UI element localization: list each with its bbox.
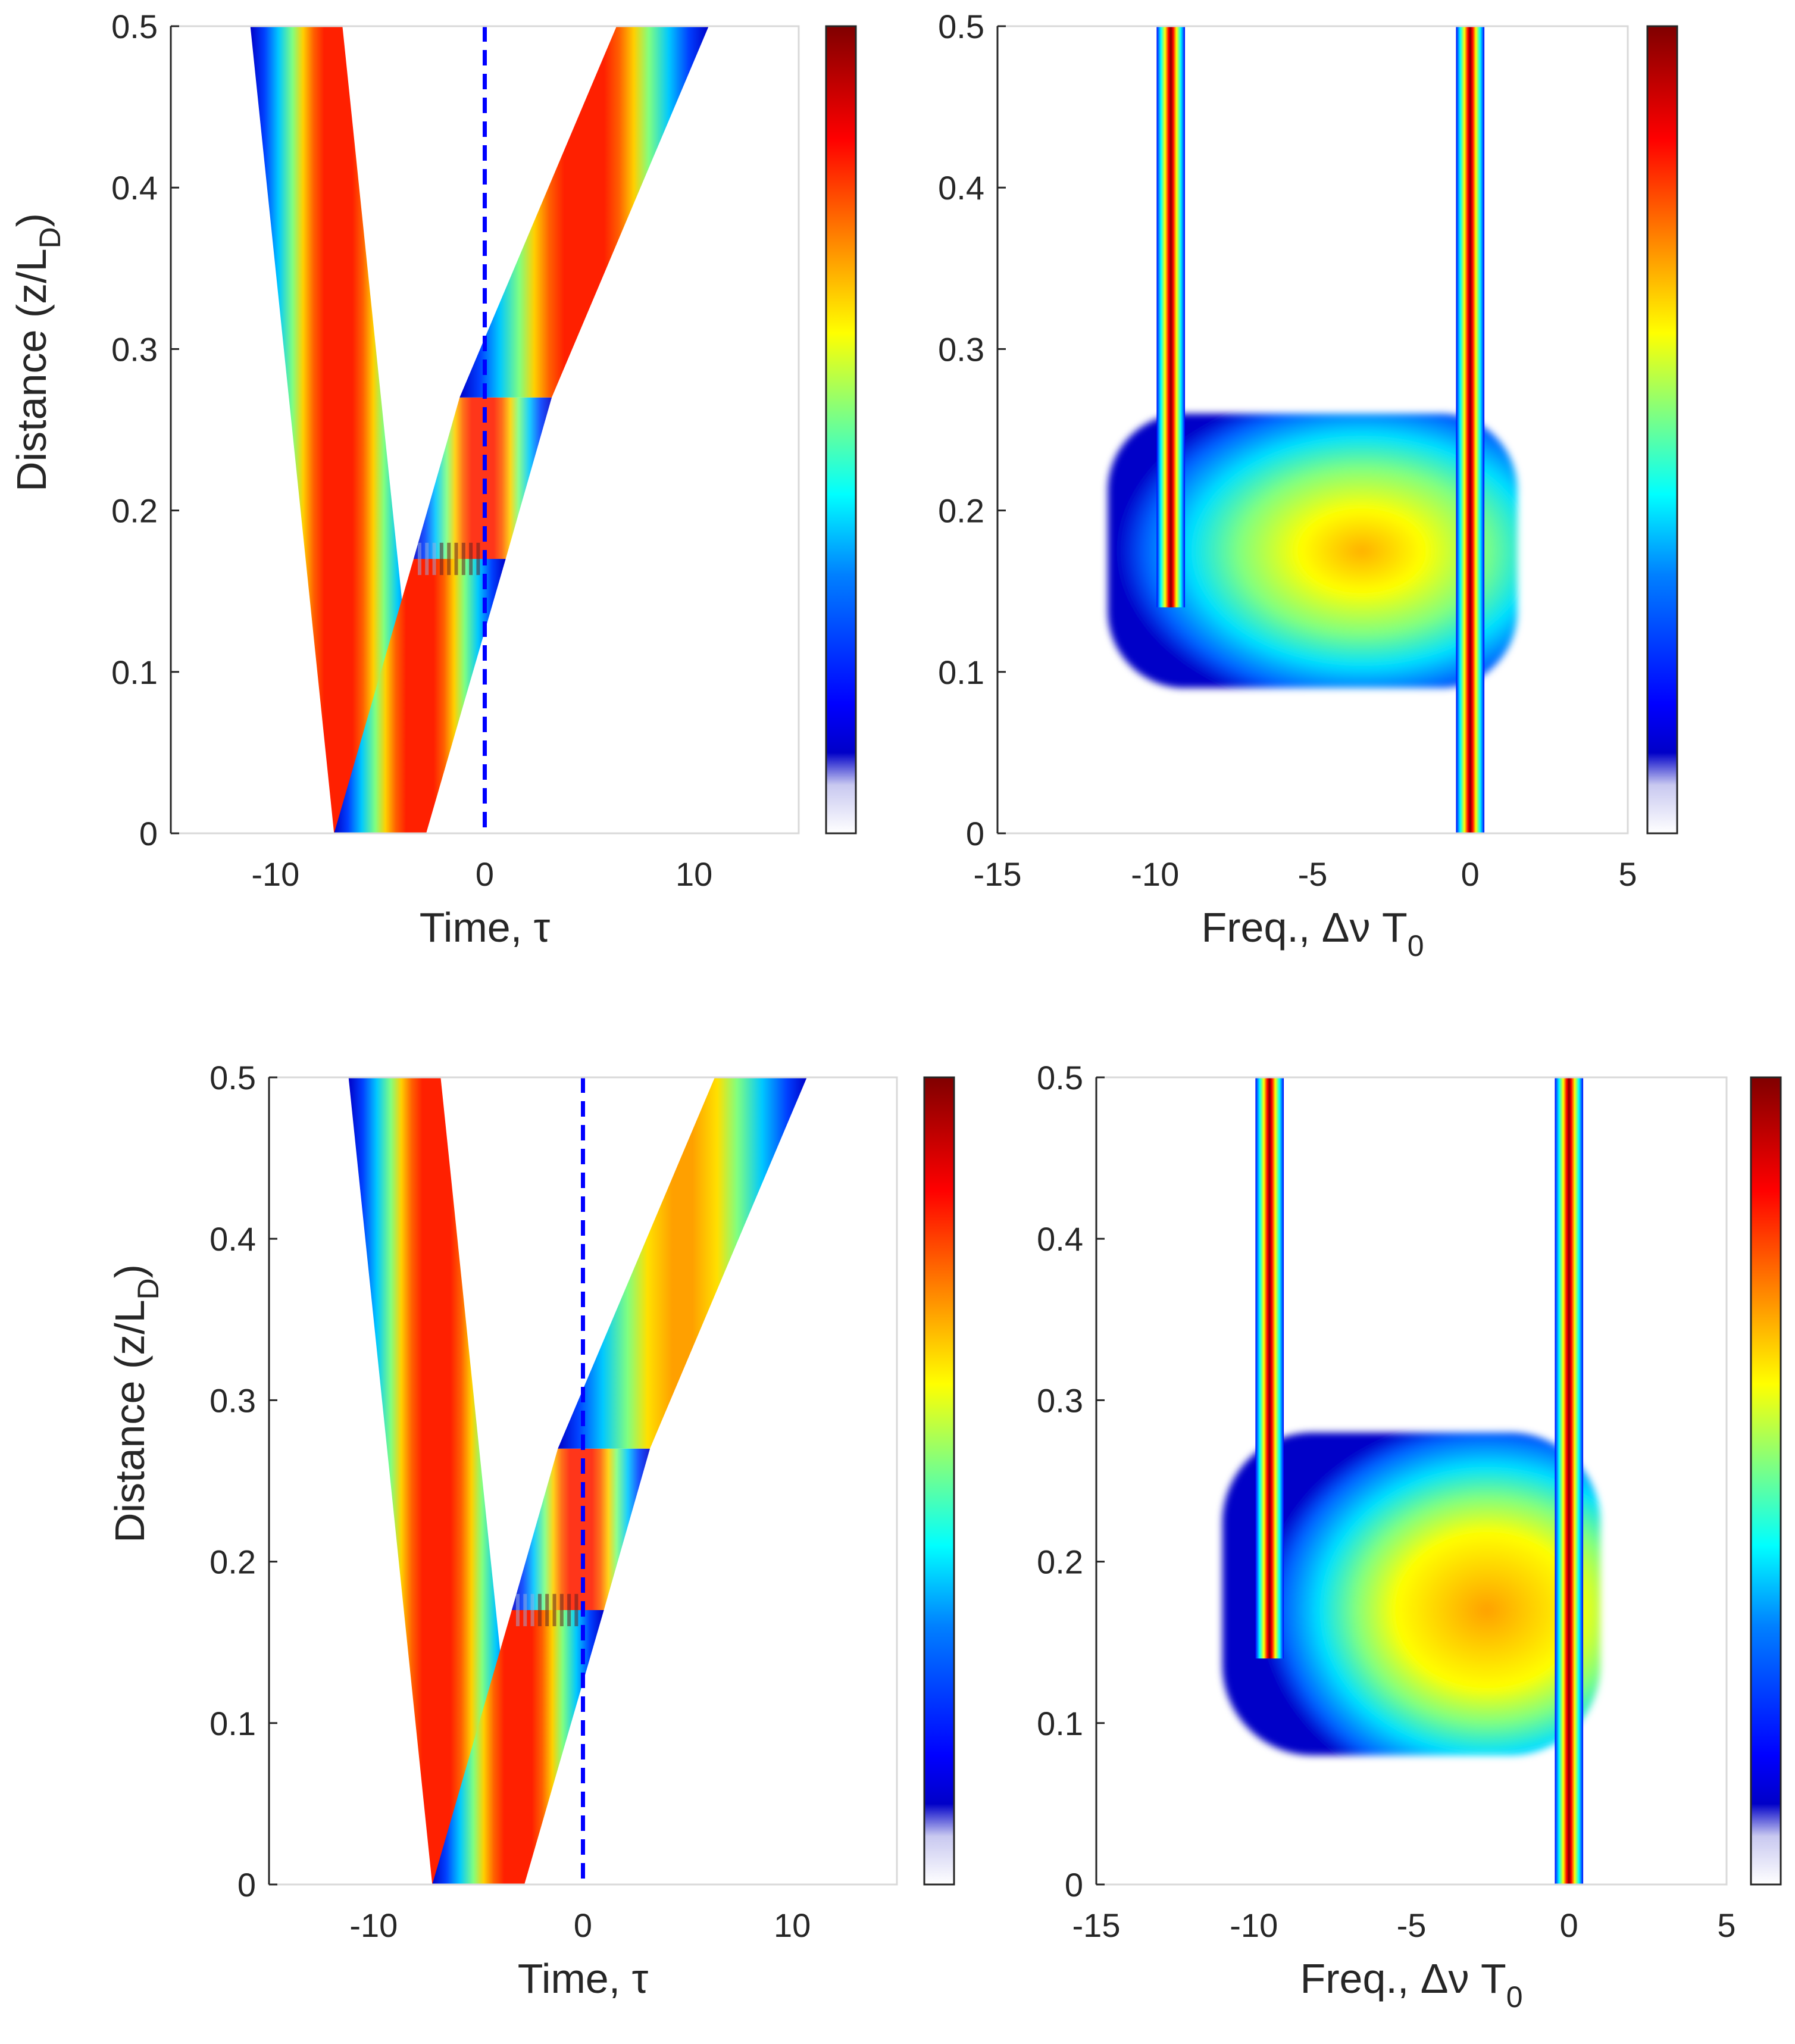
y-tick-label: 0.3 — [209, 1382, 256, 1419]
pulse-band-2-lower — [334, 558, 506, 833]
fringe-mark — [515, 1593, 520, 1627]
fringe-mark — [425, 542, 429, 576]
pulse-band-2-merge — [511, 1448, 651, 1610]
x-axis-label: Time, τ — [420, 904, 551, 951]
fringe-mark — [417, 542, 421, 576]
spectral-line-left — [1156, 26, 1186, 608]
x-tick-label: -10 — [1131, 855, 1179, 893]
y-axis-label: Distance (z/LD) — [107, 1264, 165, 1543]
x-axis-label-subscript: 0 — [1408, 929, 1424, 962]
y-tick-label: 0.5 — [1037, 1059, 1083, 1096]
fringe-mark — [545, 1593, 549, 1627]
pulse-band-2-upper — [558, 1077, 807, 1449]
x-tick-label: -5 — [1397, 1907, 1427, 1944]
fringe-mark — [447, 542, 451, 576]
x-tick-label: 10 — [774, 1907, 811, 1944]
y-tick-label: 0.2 — [1037, 1543, 1083, 1581]
pulse-band-2-merge — [413, 397, 552, 559]
y-tick-label: 0.4 — [111, 169, 158, 207]
y-axis-label-subscript: D — [132, 1278, 165, 1299]
x-tick-label: -5 — [1298, 855, 1328, 893]
x-tick-label: 0 — [574, 1907, 592, 1944]
x-tick-label: -10 — [1230, 1907, 1278, 1944]
y-axis-label-subscript: D — [33, 227, 67, 248]
y-axis-label-end: ) — [8, 213, 55, 227]
y-tick-label: 0.1 — [1037, 1705, 1083, 1742]
colorbar-frame — [923, 1076, 955, 1886]
fringe-mark — [567, 1593, 571, 1627]
fringe-mark — [461, 542, 465, 576]
spectral-line-right — [1555, 1077, 1584, 1884]
y-tick-label: 0 — [139, 815, 158, 852]
fringe-mark — [552, 1593, 556, 1627]
x-axis-label: Freq., Δν T0 — [1300, 1955, 1522, 2014]
spectral-line-left — [1255, 1077, 1284, 1659]
panel-top-right: 0 0.1 0.2 0.3 0.4 0.5 -15 -10 -5 0 5 Freq., Δν T0 — [938, 8, 1678, 962]
fringe-mark — [476, 542, 480, 576]
y-tick-label: 0.1 — [111, 654, 158, 691]
colorbar-frame — [1646, 25, 1678, 835]
y-axis-label: Distance (z/LD) — [8, 213, 67, 492]
pulse-band-1 — [250, 26, 427, 833]
y-tick-label: 0.3 — [1037, 1382, 1083, 1419]
x-tick-label: -15 — [974, 855, 1022, 893]
fringe-mark — [432, 542, 436, 576]
panel-bottom-right: 0 0.1 0.2 0.3 0.4 0.5 -15 -10 -5 0 5 Freq., Δν T0 — [1037, 1059, 1782, 2014]
y-tick-label: 0.1 — [209, 1705, 256, 1742]
x-tick-label: 0 — [1461, 855, 1480, 893]
fringe-mark — [559, 1593, 564, 1627]
panel-bottom-left: 0 0.1 0.2 0.3 0.4 0.5 -10 0 10 Time, τ Distance (z… — [107, 1059, 955, 2002]
x-axis-label: Time, τ — [518, 1955, 649, 2002]
fringe-mark — [439, 542, 443, 576]
x-axis-label-subscript: 0 — [1506, 1980, 1523, 2014]
y-tick-label: 0.5 — [938, 8, 984, 45]
colorbar — [1647, 26, 1677, 833]
y-axis-label-end: ) — [107, 1264, 153, 1278]
x-axis-label: Freq., Δν T0 — [1201, 904, 1424, 962]
x-tick-label: -10 — [251, 855, 299, 893]
pulse-band-2-upper — [459, 26, 709, 398]
y-tick-label: 0.2 — [209, 1543, 256, 1581]
plot-area — [997, 26, 1628, 833]
y-tick-label: 0.2 — [938, 492, 984, 530]
fringe-mark — [530, 1593, 534, 1627]
x-tick-label: 0 — [476, 855, 494, 893]
y-tick-label: 0 — [1065, 1866, 1083, 1904]
y-tick-label: 0 — [237, 1866, 256, 1904]
pulse-band-2-lower — [432, 1609, 604, 1884]
pulse-band-1 — [348, 1077, 525, 1884]
colorbar-frame — [825, 25, 857, 835]
fringe-mark — [537, 1593, 542, 1627]
broadband-spectrum — [1108, 413, 1518, 688]
x-tick-label: -15 — [1072, 1907, 1121, 1944]
y-tick-label: 0.1 — [938, 654, 984, 691]
x-tick-label: 5 — [1618, 855, 1637, 893]
colorbar — [924, 1077, 954, 1884]
y-tick-label: 0.4 — [209, 1220, 256, 1258]
y-tick-label: 0.3 — [111, 330, 158, 368]
y-tick-label: 0.5 — [111, 8, 158, 45]
x-tick-label: 10 — [676, 855, 712, 893]
x-tick-label: -10 — [349, 1907, 398, 1944]
colorbar — [826, 26, 856, 833]
x-tick-label: 5 — [1717, 1907, 1735, 1944]
fringe-mark — [574, 1593, 578, 1627]
spectral-line-right — [1456, 26, 1485, 833]
y-tick-label: 0 — [966, 815, 984, 852]
y-tick-label: 0.5 — [209, 1059, 256, 1096]
x-tick-label: 0 — [1560, 1907, 1578, 1944]
y-tick-label: 0.3 — [938, 330, 984, 368]
fringe-mark — [454, 542, 458, 576]
colorbar-frame — [1750, 1076, 1782, 1886]
y-tick-label: 0.4 — [1037, 1220, 1083, 1258]
fringe-mark — [523, 1593, 527, 1627]
broadband-spectrum — [1222, 1432, 1601, 1756]
y-tick-label: 0.2 — [111, 492, 158, 530]
colorbar — [1751, 1077, 1781, 1884]
fringe-mark — [469, 542, 473, 576]
y-tick-label: 0.4 — [938, 169, 984, 207]
panel-top-left: 0 0.1 0.2 0.3 0.4 0.5 -10 0 10 Time, τ Distance (z… — [8, 8, 857, 951]
plot-area — [1096, 1077, 1727, 1884]
